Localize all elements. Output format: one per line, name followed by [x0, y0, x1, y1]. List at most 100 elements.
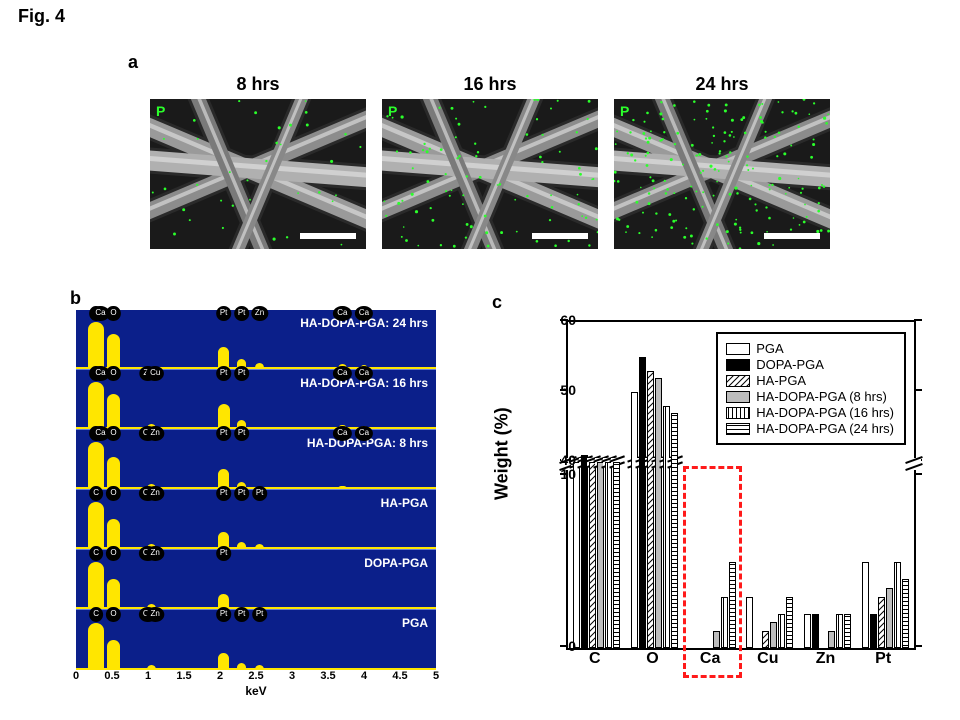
bar	[762, 631, 769, 648]
bar	[631, 392, 638, 648]
eds-element-label: Pt	[216, 486, 232, 501]
eds-element-label: Pt	[216, 546, 232, 561]
legend-swatch	[726, 359, 750, 371]
bar	[812, 614, 819, 648]
scale-bar	[532, 233, 588, 239]
y-tick-label: 0	[540, 638, 576, 654]
phosphorus-marker-label: P	[620, 103, 629, 119]
legend-swatch	[726, 343, 750, 355]
figure-title: Fig. 4	[18, 6, 65, 27]
eds-track-label: HA-PGA	[381, 496, 428, 510]
bar	[844, 614, 851, 648]
sem-title: 16 hrs	[463, 74, 516, 95]
plot-area: PGADOPA-PGAHA-PGAHA-DOPA-PGA (8 hrs)HA-D…	[566, 320, 916, 650]
bar	[886, 588, 893, 648]
sem-title: 24 hrs	[695, 74, 748, 95]
bar-chart: Weight (%) PGADOPA-PGAHA-PGAHA-DOPA-PGA …	[496, 310, 936, 690]
y-tick-label: 40	[540, 452, 576, 468]
legend-label: DOPA-PGA	[756, 357, 824, 372]
bar	[671, 413, 678, 648]
eds-element-label: C	[89, 486, 103, 501]
eds-element-label: Zn	[147, 546, 164, 561]
eds-element-label: Cu	[146, 366, 164, 381]
eds-element-label: C	[89, 607, 103, 622]
panel-a-label: a	[128, 52, 138, 73]
eds-track: HA-DOPA-PGA: 24 hrsCCaOPtPtZnCaCa	[76, 310, 436, 370]
scale-bar	[300, 233, 356, 239]
eds-element-label: Pt	[216, 366, 232, 381]
eds-track-label: DOPA-PGA	[364, 556, 428, 570]
highlight-box	[683, 466, 742, 678]
bar	[878, 597, 885, 648]
eds-track: HA-PGACOCuZnPtPtPt	[76, 490, 436, 550]
eds-element-label: Zn	[147, 607, 164, 622]
bar	[639, 357, 646, 648]
phosphorus-marker-label: P	[156, 103, 165, 119]
bar	[770, 622, 777, 648]
eds-x-axis: 00.511.522.533.544.55keV	[76, 670, 436, 700]
bar	[746, 597, 753, 648]
bar	[573, 462, 580, 648]
eds-element-label: Pt	[216, 607, 232, 622]
eds-element-label: O	[106, 426, 120, 441]
eds-element-label: O	[106, 607, 120, 622]
eds-element-label: Zn	[147, 426, 164, 441]
eds-x-axis-unit: keV	[245, 684, 266, 698]
bar	[862, 562, 869, 648]
eds-element-label: Pt	[252, 486, 268, 501]
bar	[655, 378, 662, 648]
sem-image: P	[614, 99, 830, 249]
y-tick-label: 10	[540, 466, 576, 482]
bar	[663, 406, 670, 648]
eds-track: DOPA-PGACOCuZnPt	[76, 550, 436, 610]
legend-swatch	[726, 407, 750, 419]
legend-swatch	[726, 391, 750, 403]
bar	[597, 462, 604, 648]
eds-element-label: Pt	[234, 306, 250, 321]
legend-label: PGA	[756, 341, 783, 356]
eds-element-label: O	[106, 546, 120, 561]
eds-track: HA-DOPA-PGA: 16 hrsCCaOZnCuPtPtCaCa	[76, 370, 436, 430]
eds-element-label: O	[106, 366, 120, 381]
bar	[581, 455, 588, 648]
bar	[902, 579, 909, 648]
eds-element-label: Zn	[251, 306, 268, 321]
eds-track: PGACOCuZnPtPtPt	[76, 610, 436, 670]
bar	[589, 462, 596, 648]
y-tick-label: 50	[540, 382, 576, 398]
eds-element-label: Pt	[252, 607, 268, 622]
bar	[870, 614, 877, 648]
eds-element-label: Pt	[216, 306, 232, 321]
x-category-label: Zn	[816, 650, 836, 668]
bar	[647, 371, 654, 648]
x-category-label: Pt	[875, 650, 891, 668]
eds-track-label: PGA	[402, 616, 428, 630]
phosphorus-marker-label: P	[388, 103, 397, 119]
eds-element-label: Pt	[234, 426, 250, 441]
legend-label: HA-DOPA-PGA (16 hrs)	[756, 405, 894, 420]
x-category-label: C	[589, 650, 601, 668]
legend-label: HA-DOPA-PGA (8 hrs)	[756, 389, 887, 404]
y-axis-title: Weight (%)	[492, 407, 513, 500]
eds-element-label: C	[89, 546, 103, 561]
bar	[613, 462, 620, 648]
bar	[605, 462, 612, 648]
legend-label: HA-PGA	[756, 373, 806, 388]
x-category-label: Ca	[700, 650, 720, 668]
x-category-label: O	[646, 650, 658, 668]
sem-image: P	[150, 99, 366, 249]
sem-image-row: 8 hrsP16 hrsP24 hrsP	[150, 74, 830, 249]
eds-element-label: Zn	[147, 486, 164, 501]
eds-element-label: Pt	[216, 426, 232, 441]
bar	[894, 562, 901, 648]
eds-element-label: Pt	[234, 486, 250, 501]
bar	[836, 614, 843, 648]
eds-element-label: O	[106, 306, 120, 321]
bar	[778, 614, 785, 648]
sem-image: P	[382, 99, 598, 249]
panel-b-label: b	[70, 288, 81, 309]
bar	[804, 614, 811, 648]
legend-label: HA-DOPA-PGA (24 hrs)	[756, 421, 894, 436]
legend-swatch	[726, 423, 750, 435]
eds-element-label: O	[106, 486, 120, 501]
